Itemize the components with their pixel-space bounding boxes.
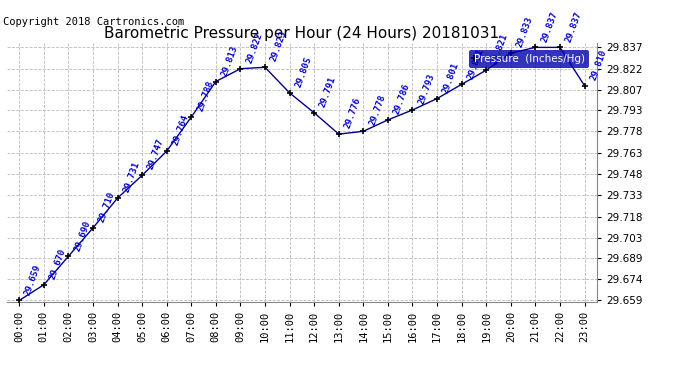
Text: 29.823: 29.823	[269, 30, 288, 63]
Text: 29.764: 29.764	[171, 114, 190, 147]
Text: 29.822: 29.822	[244, 31, 264, 64]
Text: 29.821: 29.821	[491, 33, 510, 66]
Legend: Pressure  (Inches/Hg): Pressure (Inches/Hg)	[469, 50, 589, 68]
Text: 29.731: 29.731	[121, 160, 141, 194]
Text: 29.793: 29.793	[417, 72, 436, 106]
Text: 29.837: 29.837	[540, 10, 559, 43]
Text: 29.710: 29.710	[97, 190, 117, 224]
Text: 29.776: 29.776	[343, 97, 362, 130]
Title: Barometric Pressure per Hour (24 Hours) 20181031: Barometric Pressure per Hour (24 Hours) …	[104, 26, 500, 40]
Text: 29.791: 29.791	[318, 75, 338, 109]
Text: 29.670: 29.670	[48, 247, 68, 280]
Text: 29.837: 29.837	[564, 10, 584, 43]
Text: 29.833: 29.833	[515, 15, 535, 49]
Text: 29.778: 29.778	[368, 94, 387, 127]
Text: 29.690: 29.690	[72, 219, 92, 252]
Text: 29.811: 29.811	[466, 47, 485, 80]
Text: 29.786: 29.786	[392, 82, 411, 116]
Text: 29.810: 29.810	[589, 48, 608, 82]
Text: 29.801: 29.801	[441, 61, 461, 94]
Text: 29.805: 29.805	[294, 56, 313, 89]
Text: 29.813: 29.813	[220, 44, 239, 77]
Text: Copyright 2018 Cartronics.com: Copyright 2018 Cartronics.com	[3, 17, 185, 27]
Text: 29.659: 29.659	[23, 263, 43, 296]
Text: 29.747: 29.747	[146, 138, 166, 171]
Text: 29.788: 29.788	[195, 80, 215, 113]
